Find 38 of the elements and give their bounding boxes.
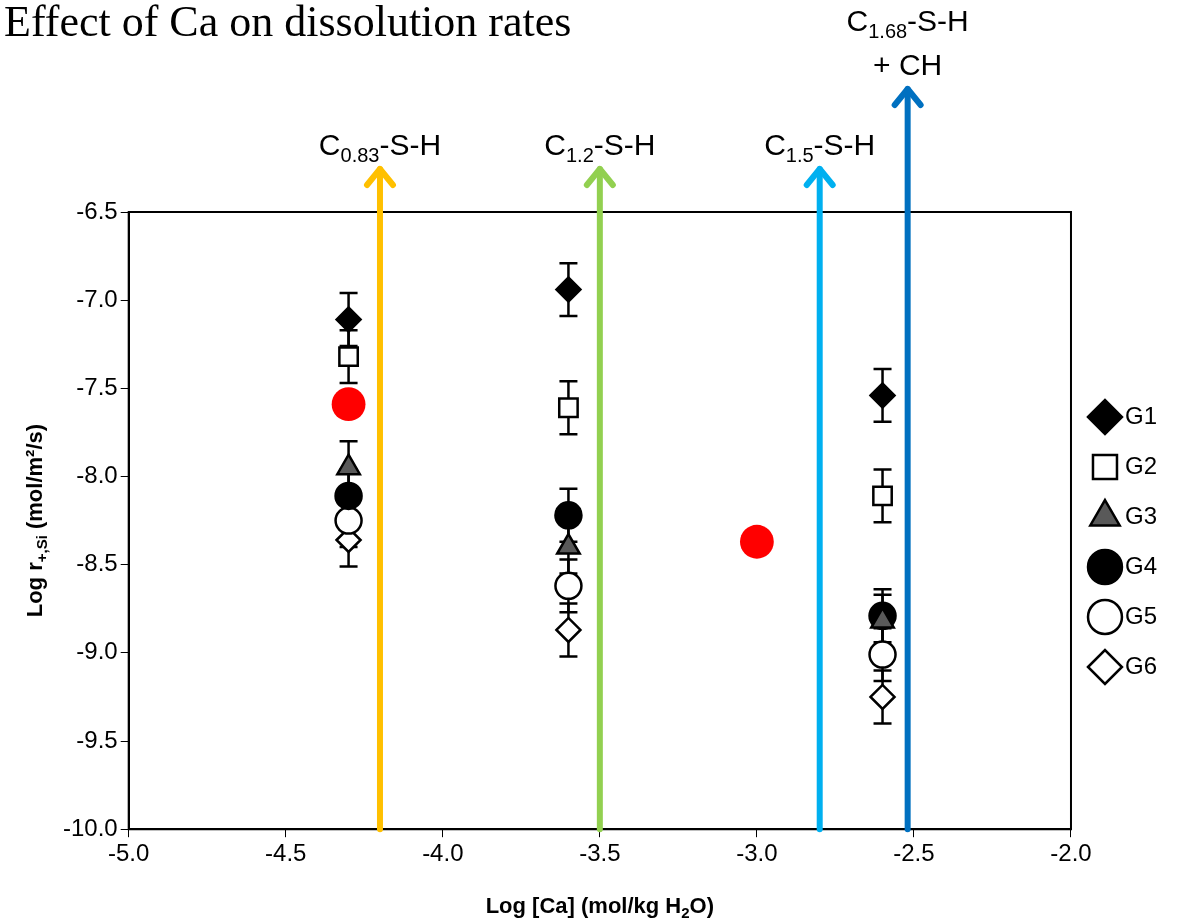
legend-label: G6 [1124,651,1157,679]
legend-label: G3 [1124,501,1157,529]
legend-label: G4 [1124,551,1157,579]
point [554,571,583,601]
point [334,506,363,535]
point [335,306,362,333]
y-tick-label: -6.5 [76,196,118,224]
point [869,382,896,409]
y-tick-label: -10.0 [63,813,118,841]
x-tick-label: -4.5 [265,839,307,867]
y-tick-label: -9.0 [76,637,118,665]
point [872,485,893,507]
point [869,683,896,711]
chart-title: Effect of Ca on dissolution rates [4,0,572,46]
legend-label: G5 [1124,601,1157,629]
point [557,397,579,419]
point [554,501,583,530]
point [555,616,582,644]
point [334,481,363,511]
y-axis-title: Log r+,Si (mol/m²/s) [22,423,50,618]
x-tick-label: -4.0 [422,839,464,867]
x-tick-label: -3.5 [579,839,621,867]
legend-label: G1 [1124,401,1157,429]
point [739,524,774,559]
point [555,276,582,303]
x-tick-label: -5.0 [108,839,150,867]
legend-label: G2 [1124,451,1157,479]
y-tick-label: -8.5 [76,549,118,577]
y-tick-label: -7.5 [76,372,118,400]
point [331,387,366,422]
point [338,346,360,368]
y-tick-label: -9.5 [76,725,118,753]
x-tick-label: -2.5 [893,839,935,867]
point [868,640,897,669]
y-tick-label: -8.0 [76,461,118,489]
x-tick-label: -3.0 [736,839,778,867]
x-tick-label: -2.0 [1050,839,1092,867]
y-tick-label: -7.0 [76,284,118,312]
